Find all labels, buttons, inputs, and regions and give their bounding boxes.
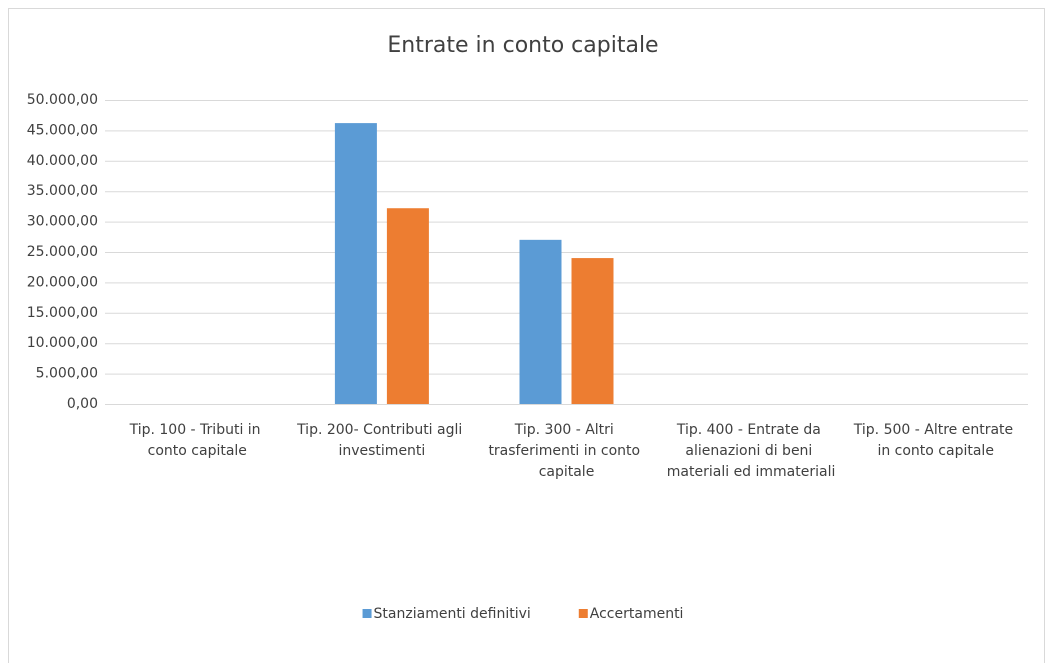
y-tick-label: 25.000,00 [27, 244, 98, 260]
y-tick-label: 20.000,00 [27, 274, 98, 290]
y-tick-label: 30.000,00 [27, 214, 98, 230]
legend-swatch [578, 609, 588, 618]
bar [334, 123, 377, 404]
y-tick-label: 40.000,00 [27, 153, 98, 169]
x-tick-line: capitale [539, 464, 595, 480]
x-tick-label: Tip. 100 - Tributi in conto capitale [129, 422, 265, 459]
bar [386, 208, 429, 404]
y-tick-label: 10.000,00 [27, 335, 98, 351]
x-tick-line: Tip. 300 - Altri [514, 422, 619, 438]
bar [571, 258, 614, 404]
x-tick-line: alienazioni di beni [685, 443, 816, 459]
legend-swatch [362, 609, 372, 618]
x-tick-line: investimenti [338, 443, 425, 459]
x-tick-label: Tip. 400 - Entrate da alienazioni di ben… [667, 422, 836, 480]
x-tick-line: conto capitale [148, 443, 247, 459]
bar [519, 239, 562, 404]
y-tick-label: 0,00 [67, 396, 98, 412]
chart-title: Entrate in conto capitale [387, 33, 658, 58]
y-tick-label: 45.000,00 [27, 122, 98, 138]
y-tick-label: 5.000,00 [36, 366, 98, 382]
x-tick-line: materiali ed immateriali [667, 464, 836, 480]
legend-label: Accertamenti [590, 606, 684, 622]
x-tick-label: Tip. 500 - Altre entrate in conto capita… [853, 422, 1018, 459]
y-tick-label: 15.000,00 [27, 305, 98, 321]
x-tick-label: Tip. 200- Contributi agli investimenti [296, 422, 467, 459]
legend-label: Stanziamenti definitivi [374, 606, 531, 622]
x-tick-line: Tip. 500 - Altre entrate [853, 422, 1018, 438]
x-tick-line: Tip. 400 - Entrate da [676, 422, 825, 438]
x-tick-line: Tip. 200- Contributi agli [296, 422, 467, 438]
x-tick-line: trasferimenti in conto [488, 443, 644, 459]
y-tick-label: 35.000,00 [27, 183, 98, 199]
legend: Stanziamenti definitivi Accertamenti [362, 606, 684, 622]
x-tick-line: in conto capitale [877, 443, 993, 459]
x-tick-line: Tip. 100 - Tributi in [129, 422, 265, 438]
x-tick-label: Tip. 300 - Altri trasferimenti in conto … [488, 422, 644, 480]
y-tick-label: 50.000,00 [27, 92, 98, 108]
